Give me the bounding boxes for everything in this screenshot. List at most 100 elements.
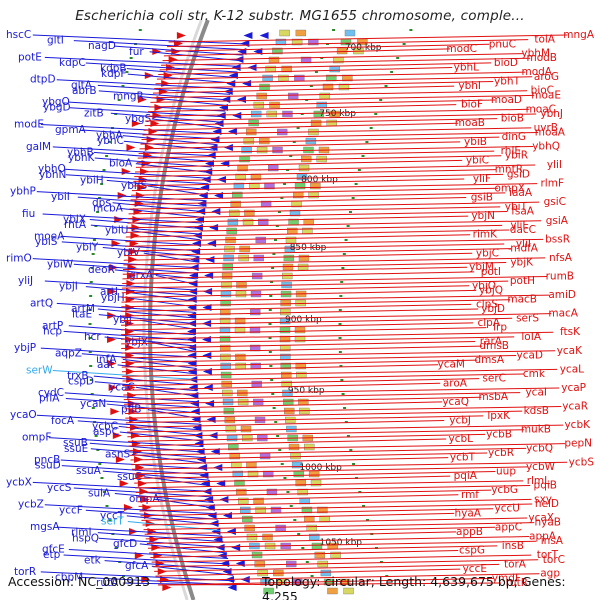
tick-mark [92, 239, 96, 241]
gene-label: ybhT [494, 75, 521, 87]
tick-mark [105, 155, 109, 157]
tick-mark [117, 99, 121, 101]
tick-mark [346, 225, 350, 227]
reverse-strand-arrow [193, 224, 203, 231]
gene-leader-line [128, 438, 447, 447]
tick-mark [351, 197, 355, 199]
tick-mark [107, 141, 111, 143]
gene-label: mngA [563, 29, 595, 41]
gene-label: modE [14, 118, 44, 130]
tick-mark [402, 43, 406, 45]
tick-mark [138, 29, 142, 31]
gene-label: abrB [72, 85, 97, 97]
tick-mark [352, 463, 356, 465]
gene-leader-line [143, 252, 198, 263]
gene-leader-line [122, 358, 196, 369]
gene-leader-line [158, 582, 502, 586]
gene-label: pqiA [454, 470, 478, 482]
feature-block [317, 506, 328, 514]
feature-block [298, 398, 309, 406]
tick-mark [286, 491, 290, 493]
tick-mark [88, 323, 92, 325]
feature-block [283, 398, 294, 406]
gene-label: modC [446, 43, 477, 55]
gene-leader-line [40, 571, 236, 582]
gene-leader-line [98, 537, 225, 548]
gene-label: moaD [491, 94, 522, 106]
gene-label: serT [101, 515, 124, 527]
gene-leader-line [155, 76, 533, 85]
gene-label: potH [510, 275, 535, 287]
gene-label: yliE [510, 219, 529, 231]
gene-label: yccS [47, 482, 72, 494]
gene-leader-line [64, 392, 199, 403]
feature-block [344, 29, 356, 37]
reverse-strand-arrow [216, 112, 226, 119]
tick-mark [268, 309, 272, 311]
gene-label: gfcD [113, 538, 137, 550]
tick-mark [268, 323, 272, 325]
feature-block [316, 101, 327, 109]
gene-leader-line [124, 406, 562, 415]
gene-label: sxy [534, 493, 552, 505]
feature-block [319, 92, 331, 100]
gene-label: ycaO [10, 409, 37, 421]
gene-leader-line [122, 378, 480, 387]
gene-leader-line [73, 40, 246, 51]
gene-label: gfcE [42, 543, 65, 555]
gene-label: aat [97, 359, 114, 371]
gene-label: bioB [501, 113, 524, 125]
gene-label: helD [535, 498, 559, 510]
tick-mark [96, 449, 100, 451]
gene-leader-line [155, 568, 461, 577]
tick-mark [270, 281, 274, 283]
gene-label: hscC [6, 29, 31, 41]
gene-label: ybhN [39, 169, 66, 181]
gene-label: insB [502, 540, 524, 552]
tick-mark [283, 477, 287, 479]
gene-leader-line [98, 314, 196, 325]
gene-leader-line [126, 224, 503, 233]
gene-label: moaE [531, 89, 561, 101]
gene-label: artM [71, 303, 95, 315]
forward-strand-arrow [144, 144, 154, 151]
tick-mark [293, 519, 297, 521]
gene-leader-line [134, 169, 497, 178]
gene-label: ybhC [97, 135, 124, 147]
gene-label: uup [496, 466, 516, 478]
gene-label: ybjI [59, 281, 78, 293]
gene-leader-line [151, 554, 532, 563]
gene-leader-line [154, 80, 494, 89]
feature-block [338, 83, 350, 91]
gene-label: mntR [495, 164, 523, 176]
gene-leader-line [131, 457, 449, 466]
tick-mark [108, 519, 112, 521]
gene-label: pnuC [489, 38, 516, 50]
forward-strand-arrow [117, 192, 127, 199]
feature-block [240, 425, 252, 433]
gene-leader-line [135, 386, 198, 397]
tick-mark [96, 211, 100, 213]
gene-label: sulA [88, 488, 111, 500]
gene-leader-line [40, 347, 196, 358]
gene-leader-line [121, 299, 511, 308]
feature-block [310, 119, 322, 127]
gene-label: ycaK [557, 345, 583, 357]
feature-block [220, 353, 231, 361]
gene-label: hyaB [534, 517, 561, 529]
gene-leader-line [124, 243, 505, 252]
gene-leader-line [124, 248, 512, 257]
gene-leader-line [129, 443, 566, 452]
gene-label: artP [42, 320, 63, 332]
feature-block [288, 443, 300, 451]
tick-mark [379, 561, 383, 563]
gene-leader-line [126, 424, 564, 433]
gene-leader-line [32, 481, 212, 492]
gene-label: ycbT [450, 452, 476, 464]
feature-block [235, 290, 247, 298]
gene-leader-line [135, 164, 536, 173]
gene-label: clpA [477, 317, 500, 329]
tick-mark [268, 337, 272, 339]
tick-mark [268, 351, 272, 353]
gene-label: lpxK [487, 410, 511, 422]
